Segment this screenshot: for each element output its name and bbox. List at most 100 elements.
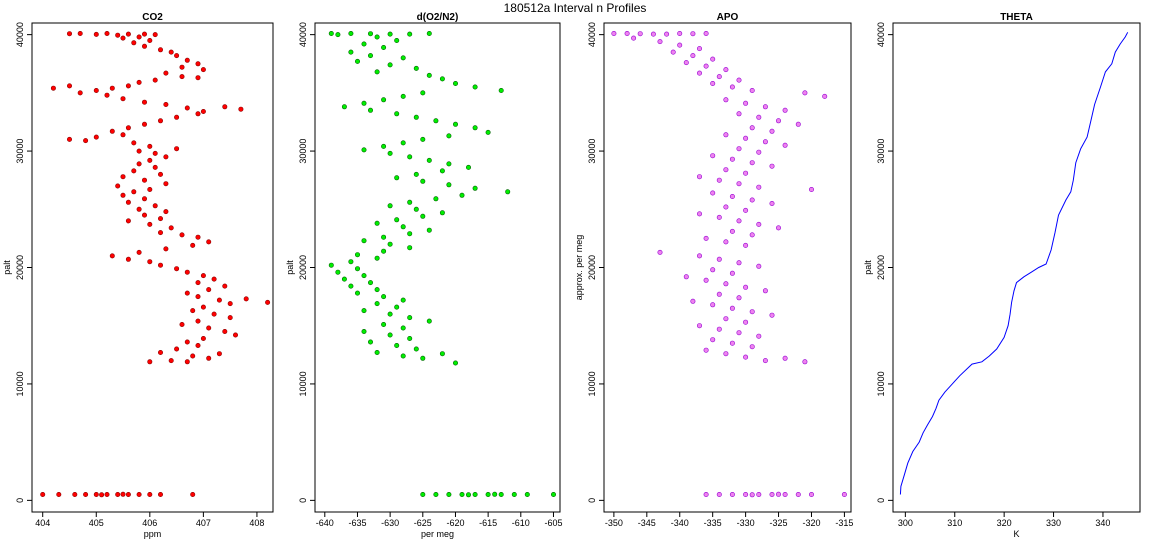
data-point [426,30,432,36]
data-point [179,232,185,238]
panel-title: d(O2/N2) [417,12,459,23]
data-point [348,30,354,36]
data-point [716,256,722,262]
data-point [374,287,380,293]
data-point [413,114,419,120]
data-point [374,255,380,261]
data-point [147,221,153,227]
x-axis-label: ppm [144,529,162,539]
data-point [677,30,683,36]
data-point [400,224,406,230]
data-point [158,118,164,124]
data-point [650,31,656,37]
data-point [696,253,702,259]
data-point [729,491,735,497]
data-point [168,49,174,55]
data-point [710,81,716,87]
y-axis-label: palt [285,260,295,275]
data-point [142,43,148,49]
x-tick-label: -610 [512,518,530,528]
data-point [677,42,683,48]
data-point [439,76,445,82]
data-point [736,295,742,301]
data-point [664,31,670,37]
x-tick-label: 310 [947,518,962,528]
x-tick-label: -335 [704,518,722,528]
data-point [690,53,696,59]
data-point [703,235,709,241]
data-point [394,37,400,43]
data-point [142,31,148,37]
data-point [472,185,478,191]
data-point [683,274,689,280]
data-point [93,134,99,140]
data-point [420,491,426,497]
x-tick-label: -340 [671,518,689,528]
data-point [381,248,387,254]
data-point [93,88,99,94]
data-point [703,347,709,353]
data-point [723,204,729,210]
data-point [265,299,271,305]
data-point [354,252,360,258]
data-point [142,177,148,183]
data-point [115,32,121,38]
data-point [420,213,426,219]
data-point [749,197,755,203]
panel-3: APO -350 -345 -340 -335 -330 -325 -320 -315 0 1000… [574,12,853,528]
data-point [341,104,347,110]
data-point [749,309,755,315]
data-point [723,132,729,138]
theta-profile-line [899,32,1129,495]
data-point [93,491,99,497]
x-tick-label: 405 [89,518,104,528]
data-point [109,253,115,259]
data-point [374,220,380,226]
data-point [115,491,121,497]
data-point [348,259,354,265]
data-point [683,60,689,66]
data-point [120,174,126,180]
data-point [749,344,755,350]
data-point [195,234,201,240]
data-point [729,305,735,311]
data-point [420,136,426,142]
data-point [749,492,755,498]
data-point [147,37,153,43]
data-point [335,269,341,275]
x-tick-label: 404 [35,518,50,528]
data-point [736,260,742,266]
data-point [723,281,729,287]
data-point [374,34,380,40]
data-point [152,164,158,170]
data-point [420,355,426,361]
y-tick-label: 20000 [298,255,308,280]
data-point [361,41,367,47]
data-point [394,217,400,223]
data-point [394,342,400,348]
data-point [703,30,709,36]
data-point [77,30,83,36]
y-tick-label: 20000 [876,255,886,280]
y-tick-label: 20000 [587,255,597,280]
data-point [335,32,341,38]
data-point [99,492,105,498]
data-point [723,67,729,73]
x-tick-label: -635 [348,518,366,528]
data-point [125,125,131,131]
data-point [190,353,196,359]
data-point [163,246,169,252]
data-point [511,491,517,497]
data-point [147,187,153,193]
data-point [756,184,762,190]
data-point [426,318,432,324]
data-point [716,177,722,183]
data-point [361,308,367,314]
plot-frame [31,22,274,513]
data-point [374,301,380,307]
data-point [158,171,164,177]
data-point [400,55,406,61]
data-point [163,181,169,187]
data-point [206,325,212,331]
data-point [152,77,158,83]
